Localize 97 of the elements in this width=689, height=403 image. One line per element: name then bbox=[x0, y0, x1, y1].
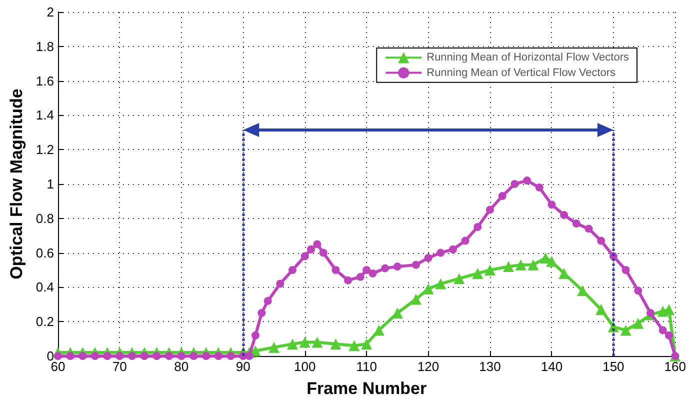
point bbox=[664, 331, 673, 340]
x-tick-label: 90 bbox=[236, 359, 250, 374]
point bbox=[424, 254, 432, 262]
y-tick-label: 1.4 bbox=[36, 108, 54, 123]
point bbox=[332, 266, 340, 274]
point bbox=[393, 262, 402, 271]
point bbox=[474, 223, 482, 231]
point bbox=[454, 273, 465, 284]
point bbox=[597, 236, 606, 245]
point bbox=[140, 352, 148, 360]
point bbox=[307, 245, 316, 254]
point bbox=[116, 352, 124, 360]
point bbox=[54, 352, 62, 360]
point bbox=[634, 286, 642, 295]
point bbox=[484, 264, 496, 276]
point bbox=[498, 192, 506, 200]
point bbox=[214, 352, 222, 360]
point bbox=[78, 352, 87, 360]
point bbox=[622, 266, 630, 274]
x-tick-label: 110 bbox=[356, 359, 377, 374]
point bbox=[515, 259, 526, 270]
point bbox=[299, 336, 310, 348]
point bbox=[288, 266, 296, 274]
point bbox=[410, 294, 422, 305]
legend-label: Running Mean of Vertical Flow Vectors bbox=[426, 66, 616, 79]
y-tick-label: 1 bbox=[46, 176, 54, 192]
x-tick-label: 100 bbox=[294, 359, 316, 374]
point bbox=[572, 220, 580, 228]
point bbox=[300, 252, 309, 260]
point bbox=[596, 304, 607, 316]
point bbox=[313, 240, 322, 248]
point bbox=[226, 352, 235, 360]
point bbox=[435, 278, 446, 290]
y-tick-label: 0.4 bbox=[36, 280, 54, 295]
point bbox=[66, 352, 74, 360]
y-tick-label: 0.6 bbox=[36, 245, 54, 260]
point bbox=[264, 296, 272, 305]
point bbox=[152, 352, 161, 360]
point bbox=[362, 266, 371, 274]
point bbox=[381, 264, 390, 272]
point bbox=[503, 261, 514, 272]
point bbox=[165, 352, 174, 360]
point bbox=[422, 283, 434, 294]
point bbox=[632, 318, 644, 329]
point bbox=[91, 352, 100, 360]
point bbox=[177, 352, 186, 360]
point bbox=[510, 180, 519, 188]
y-tick-label: 0.2 bbox=[36, 314, 54, 330]
point bbox=[472, 268, 484, 279]
x-tick-label: 150 bbox=[602, 359, 624, 374]
x-tick-label: 80 bbox=[174, 359, 189, 374]
point bbox=[535, 183, 544, 192]
point bbox=[528, 259, 539, 270]
point bbox=[373, 324, 384, 336]
point bbox=[251, 331, 260, 340]
point bbox=[348, 340, 360, 352]
point bbox=[202, 352, 210, 360]
point bbox=[461, 236, 470, 245]
point bbox=[448, 245, 457, 254]
point bbox=[486, 206, 494, 214]
point bbox=[584, 224, 593, 233]
y-tick-label: 0.8 bbox=[36, 210, 54, 226]
point bbox=[412, 260, 420, 269]
point bbox=[330, 338, 342, 350]
point bbox=[276, 280, 284, 288]
point bbox=[361, 338, 372, 350]
point bbox=[560, 210, 568, 219]
point bbox=[344, 276, 352, 284]
x-tick-label: 160 bbox=[664, 359, 686, 374]
point bbox=[258, 309, 266, 317]
x-tick-label: 120 bbox=[417, 359, 440, 374]
x-tick-label: 70 bbox=[112, 359, 127, 374]
point bbox=[646, 309, 654, 317]
x-tick-label: 140 bbox=[540, 359, 563, 374]
point bbox=[287, 338, 298, 350]
point bbox=[356, 272, 364, 281]
y-axis-title: Optical Flow Magnitude bbox=[7, 88, 26, 280]
point bbox=[312, 336, 323, 348]
x-axis-title: Frame Number bbox=[306, 379, 427, 398]
legend-label: Running Mean of Horizontal Flow Vectors bbox=[426, 52, 630, 64]
point bbox=[190, 352, 198, 360]
point bbox=[548, 200, 556, 209]
point bbox=[523, 176, 532, 185]
point bbox=[245, 352, 254, 360]
y-tick-label: 1.6 bbox=[36, 73, 54, 88]
point bbox=[658, 326, 667, 334]
point bbox=[436, 248, 445, 257]
point bbox=[319, 248, 328, 257]
point bbox=[128, 352, 136, 360]
point bbox=[103, 352, 112, 360]
y-tick-label: 1.8 bbox=[36, 38, 54, 54]
point bbox=[620, 324, 632, 336]
y-tick-label: 1.2 bbox=[36, 142, 54, 158]
y-tick-label: 2 bbox=[46, 4, 54, 20]
point bbox=[368, 269, 377, 278]
point bbox=[268, 342, 280, 353]
x-tick-label: 130 bbox=[479, 359, 501, 374]
